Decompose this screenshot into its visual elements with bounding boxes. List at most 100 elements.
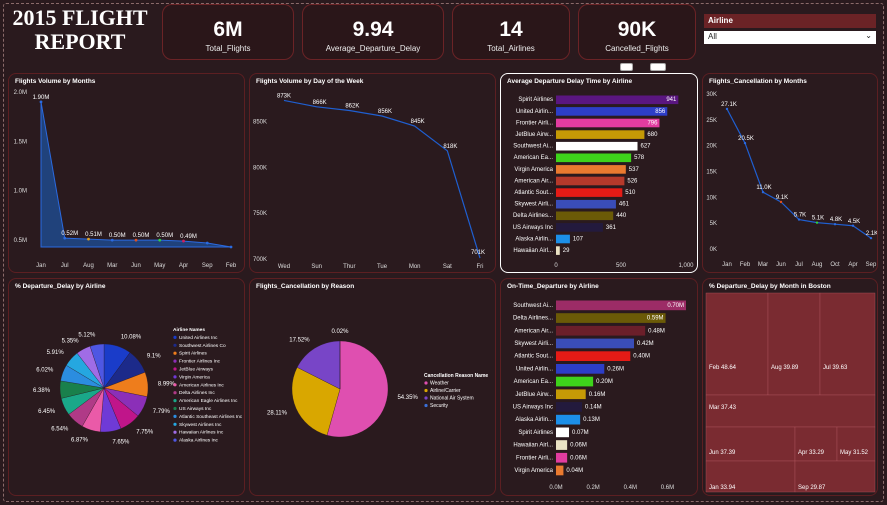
y-tick-label: 1.5M bbox=[14, 139, 27, 145]
data-point bbox=[851, 224, 855, 227]
x-tick-label: Jun bbox=[776, 262, 786, 268]
data-label: 361 bbox=[606, 225, 617, 231]
data-point bbox=[229, 245, 233, 249]
data-label: 5.1K bbox=[812, 216, 824, 222]
y-tick-label: 15K bbox=[706, 170, 717, 176]
category-label: United Airlin... bbox=[516, 366, 553, 372]
x-tick-label: Sep bbox=[202, 263, 213, 269]
data-label: 10.08% bbox=[121, 335, 142, 341]
panel-title: Flights_Cancellation by Reason bbox=[256, 283, 355, 290]
data-label: 0.40M bbox=[633, 354, 650, 360]
focus-mode-icon[interactable] bbox=[620, 63, 633, 71]
data-label: 0.70M bbox=[667, 303, 684, 309]
more-options-icon[interactable] bbox=[650, 63, 666, 71]
data-label: 856 bbox=[655, 109, 666, 115]
line-series bbox=[283, 99, 481, 259]
treemap-label: Sep 29.87 bbox=[798, 485, 826, 491]
data-label: 6.02% bbox=[36, 367, 54, 373]
legend-label: Virgin America bbox=[179, 374, 210, 380]
x-tick-label: Feb bbox=[740, 262, 751, 268]
bar bbox=[556, 176, 625, 186]
category-label: Atlantic Sout... bbox=[514, 354, 553, 360]
bar bbox=[556, 465, 564, 476]
panel-delay-airline: Average Departure Delay Time by Airline … bbox=[500, 73, 698, 273]
data-point bbox=[39, 100, 43, 104]
x-tick-label: Tue bbox=[377, 264, 388, 270]
kpi-card-avg-delay: 9.94 Average_Departure_Delay bbox=[302, 4, 444, 60]
legend-marker bbox=[424, 381, 428, 385]
data-label: 680 bbox=[647, 132, 658, 138]
bar bbox=[556, 402, 582, 412]
pie-slice bbox=[296, 340, 341, 390]
data-label: 6.45% bbox=[38, 409, 56, 415]
category-label: Southwest Ai... bbox=[513, 144, 553, 150]
kpi-card-total-flights: 6M Total_Flights bbox=[162, 4, 294, 60]
x-tick-label: Jul bbox=[61, 263, 69, 269]
treemap-cell bbox=[794, 426, 838, 462]
panel-cancel-reason: Flights_Cancellation by Reason 54.35% 28.… bbox=[249, 278, 496, 496]
legend-marker bbox=[173, 335, 177, 339]
x-tick-label: May bbox=[154, 263, 165, 269]
airline-dropdown[interactable]: All ⌄ bbox=[704, 31, 876, 44]
legend-marker bbox=[173, 414, 177, 418]
category-label: JetBlue Airw... bbox=[515, 132, 553, 138]
legend-marker bbox=[173, 375, 177, 379]
bar bbox=[556, 338, 634, 349]
treemap-cell bbox=[794, 460, 876, 493]
x-tick-label: Mar bbox=[758, 262, 768, 268]
category-label: Hawaiian Airl... bbox=[513, 443, 553, 449]
bar bbox=[556, 130, 645, 139]
kpi-label: Total_Airlines bbox=[487, 44, 535, 53]
data-label: 627 bbox=[641, 144, 652, 150]
x-tick-label: Aug bbox=[83, 263, 94, 269]
pie-slice bbox=[326, 340, 389, 438]
x-tick-label: Mar bbox=[107, 263, 117, 269]
category-label: Skywest Airli... bbox=[514, 341, 553, 347]
treemap-label: Apr 33.29 bbox=[798, 450, 825, 456]
legend-marker bbox=[173, 383, 177, 387]
legend-label: Weather bbox=[430, 381, 449, 387]
data-label: 9.1K bbox=[776, 195, 788, 201]
legend-label: JetBlue Airways bbox=[179, 367, 213, 373]
treemap-label: Jul 39.63 bbox=[823, 365, 848, 371]
bar bbox=[556, 95, 679, 105]
legend-marker bbox=[173, 343, 177, 347]
panel-title: Flights Volume by Months bbox=[15, 78, 96, 85]
legend-marker bbox=[173, 430, 177, 434]
data-label: 866K bbox=[313, 100, 327, 106]
category-label: American Ea... bbox=[514, 155, 554, 161]
y-tick-label: 10K bbox=[706, 195, 717, 201]
category-label: United Airlin... bbox=[516, 109, 553, 115]
y-tick-label: 5K bbox=[710, 221, 717, 227]
bar bbox=[556, 414, 581, 425]
slicer-header: Airline bbox=[704, 14, 876, 28]
data-label: 461 bbox=[619, 202, 630, 208]
legend-label: Skywest Airlines Inc bbox=[179, 422, 222, 428]
treemap-cell bbox=[767, 292, 821, 396]
panel-ontime: On-Time_Departure by Airline Southwest A… bbox=[500, 278, 698, 496]
data-label: 845K bbox=[411, 119, 425, 125]
treemap-label: Aug 39.89 bbox=[771, 365, 799, 371]
y-tick-label: 0K bbox=[710, 247, 717, 253]
data-label: 862K bbox=[345, 104, 359, 110]
category-label: Skywest Airli... bbox=[514, 202, 553, 208]
data-label: 1.90M bbox=[33, 95, 50, 101]
dashboard-frame bbox=[3, 3, 884, 502]
legend-label: American Eagle Airlines Inc bbox=[179, 398, 238, 404]
data-label: 5.35% bbox=[62, 338, 80, 344]
x-tick-label: Aug bbox=[812, 262, 823, 268]
bar bbox=[556, 351, 631, 361]
bar bbox=[556, 440, 568, 450]
legend-marker bbox=[173, 422, 177, 426]
data-label: 0.50M bbox=[109, 233, 126, 239]
bar bbox=[556, 188, 623, 197]
category-label: US Airways Inc bbox=[513, 225, 553, 231]
data-point bbox=[63, 236, 67, 240]
category-label: Southwest Ai... bbox=[513, 303, 553, 309]
data-label: 856K bbox=[378, 109, 392, 115]
data-label: 17.52% bbox=[289, 338, 310, 344]
y-tick-label: 800K bbox=[253, 165, 267, 171]
kpi-label: Total_Flights bbox=[205, 44, 251, 53]
y-tick-label: 1.0M bbox=[14, 189, 27, 195]
data-label: 0.42M bbox=[637, 341, 654, 347]
